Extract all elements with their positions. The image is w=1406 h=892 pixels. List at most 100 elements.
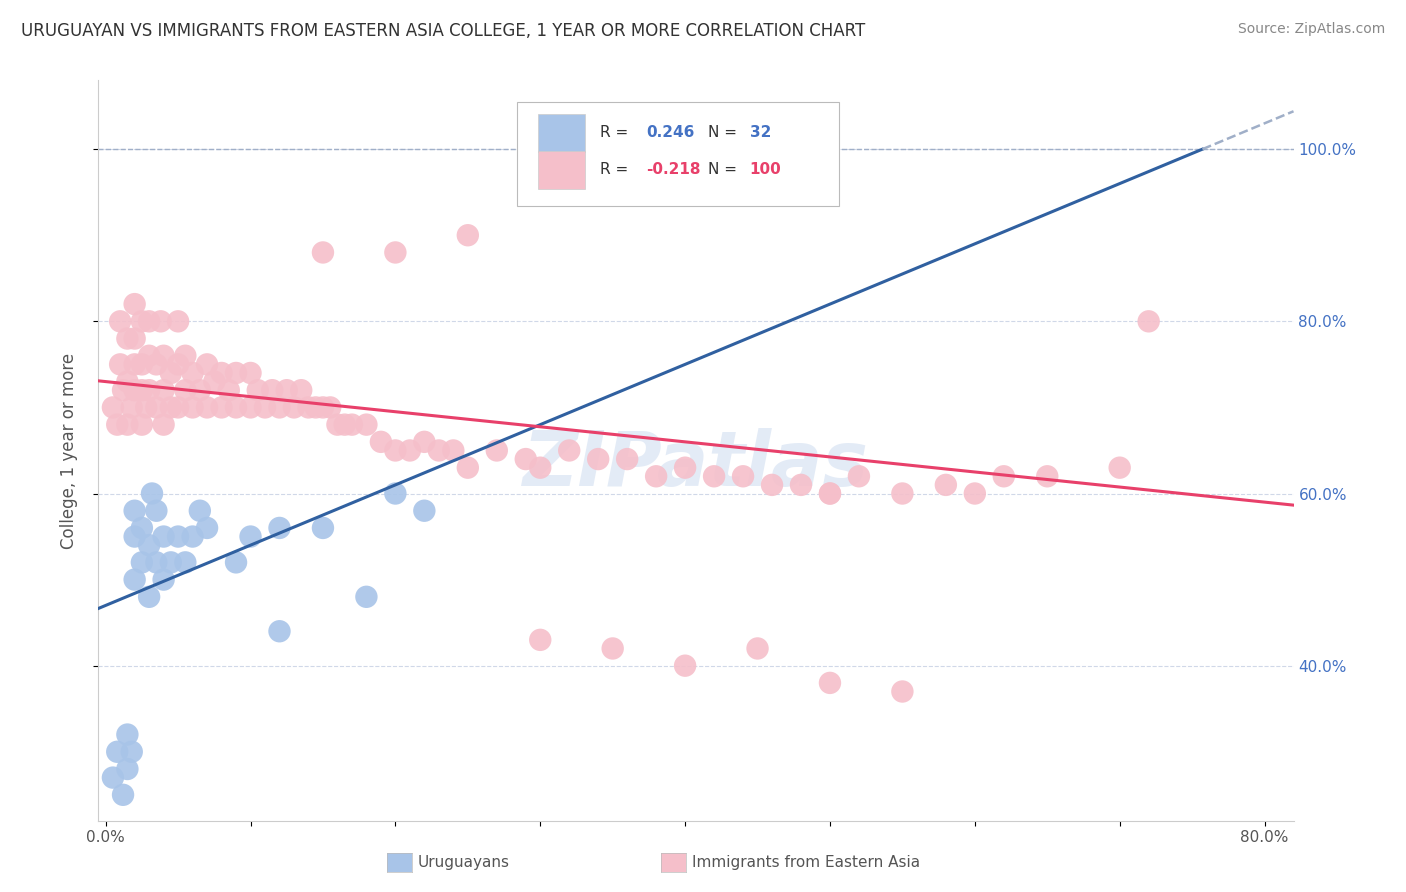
Point <box>673 658 696 673</box>
Point <box>790 478 813 492</box>
Point <box>818 676 841 690</box>
Point <box>413 504 436 518</box>
Point <box>384 245 406 260</box>
FancyBboxPatch shape <box>538 151 585 189</box>
Point <box>117 417 139 432</box>
FancyBboxPatch shape <box>517 103 839 206</box>
Point <box>112 383 135 397</box>
Point <box>138 349 160 363</box>
Text: R =: R = <box>600 162 634 178</box>
Point <box>319 401 342 415</box>
Y-axis label: College, 1 year or more: College, 1 year or more <box>59 352 77 549</box>
Point <box>993 469 1015 483</box>
Point <box>131 555 153 569</box>
Point <box>149 314 172 328</box>
Point <box>340 417 363 432</box>
Point <box>731 469 754 483</box>
Point <box>145 401 167 415</box>
Point <box>145 357 167 371</box>
Point <box>616 452 638 467</box>
Point <box>1108 460 1130 475</box>
Point <box>1137 314 1160 328</box>
Point <box>262 383 284 397</box>
Point <box>290 383 312 397</box>
Point <box>558 443 581 458</box>
Point <box>384 486 406 500</box>
Point <box>935 478 957 492</box>
Point <box>225 401 247 415</box>
Point <box>174 555 197 569</box>
Point <box>239 530 262 544</box>
Point <box>645 469 668 483</box>
Point <box>356 417 378 432</box>
Point <box>218 383 240 397</box>
Point <box>121 745 143 759</box>
Point <box>181 366 204 380</box>
Text: R =: R = <box>600 126 634 140</box>
Point <box>747 641 769 656</box>
Text: N =: N = <box>709 162 742 178</box>
Point <box>963 486 986 500</box>
Point <box>124 504 146 518</box>
Point <box>121 401 143 415</box>
Point <box>117 375 139 389</box>
Point <box>269 521 291 535</box>
Point <box>152 349 174 363</box>
Point <box>124 383 146 397</box>
Point <box>188 504 211 518</box>
Point <box>105 417 128 432</box>
Point <box>356 590 378 604</box>
Point <box>1036 469 1059 483</box>
Point <box>167 401 190 415</box>
Point <box>195 521 218 535</box>
Point <box>101 401 124 415</box>
Point <box>457 228 479 243</box>
Point <box>457 460 479 475</box>
Text: N =: N = <box>709 126 742 140</box>
Point <box>181 401 204 415</box>
Point <box>108 314 131 328</box>
Point <box>138 590 160 604</box>
Point <box>269 401 291 415</box>
Point <box>312 521 335 535</box>
Text: URUGUAYAN VS IMMIGRANTS FROM EASTERN ASIA COLLEGE, 1 YEAR OR MORE CORRELATION CH: URUGUAYAN VS IMMIGRANTS FROM EASTERN ASI… <box>21 22 865 40</box>
Point <box>152 417 174 432</box>
Point <box>124 297 146 311</box>
Point <box>761 478 783 492</box>
Point <box>211 366 233 380</box>
Point <box>131 357 153 371</box>
Point <box>152 383 174 397</box>
Point <box>138 383 160 397</box>
Point <box>108 357 131 371</box>
Point <box>276 383 298 397</box>
Point <box>160 555 183 569</box>
Text: 100: 100 <box>749 162 782 178</box>
Text: 32: 32 <box>749 126 770 140</box>
Point <box>112 788 135 802</box>
Point <box>529 460 551 475</box>
Point <box>138 538 160 552</box>
Text: Uruguayans: Uruguayans <box>418 855 509 870</box>
Point <box>326 417 349 432</box>
Point <box>246 383 269 397</box>
Point <box>673 460 696 475</box>
Point <box>152 530 174 544</box>
Point <box>312 245 335 260</box>
Point <box>427 443 450 458</box>
Point <box>384 443 406 458</box>
Point <box>818 486 841 500</box>
Point <box>167 314 190 328</box>
Point <box>105 745 128 759</box>
Point <box>225 555 247 569</box>
Point <box>124 573 146 587</box>
Point <box>399 443 422 458</box>
Point <box>225 366 247 380</box>
Point <box>181 530 204 544</box>
Point <box>413 434 436 449</box>
Point <box>848 469 870 483</box>
Point <box>586 452 609 467</box>
Point <box>195 401 218 415</box>
Point <box>333 417 356 432</box>
Point <box>602 641 624 656</box>
Point <box>131 314 153 328</box>
